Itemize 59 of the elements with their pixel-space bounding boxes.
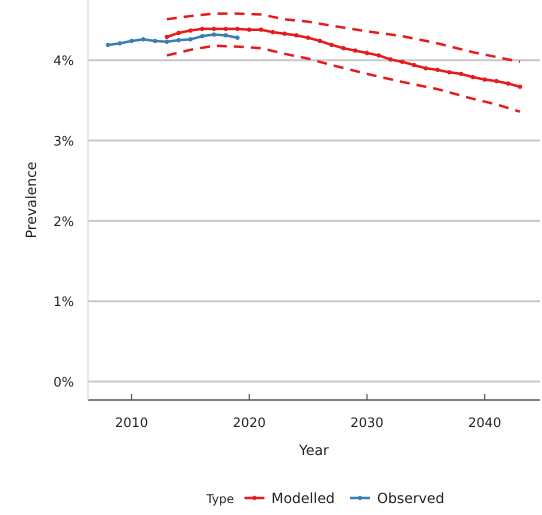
point: [176, 30, 181, 36]
x-axis-title: Year: [298, 443, 330, 459]
point: [258, 28, 264, 32]
point: [129, 38, 134, 44]
point: [200, 34, 204, 38]
legend-label: Observed: [377, 491, 444, 507]
point: [470, 74, 476, 80]
y-axis-title: Prevalence: [24, 162, 40, 238]
point: [282, 32, 287, 36]
point: [235, 26, 240, 32]
point: [435, 68, 440, 72]
point: [318, 38, 322, 44]
point: [388, 57, 393, 62]
point: [176, 38, 181, 42]
x-tick-label: 2030: [350, 416, 384, 431]
point: [341, 46, 346, 50]
y-tick-label: 4%: [53, 54, 74, 70]
point: [329, 42, 334, 48]
point: [270, 30, 275, 34]
point: [118, 41, 122, 46]
point: [400, 60, 404, 64]
point: [364, 50, 370, 56]
legend-title: Type: [205, 492, 234, 506]
point: [353, 48, 358, 53]
point: [106, 42, 110, 48]
point: [247, 28, 252, 32]
point: [224, 33, 228, 38]
point: [235, 36, 240, 40]
point: [212, 32, 216, 37]
y-tick-label: 2%: [53, 214, 74, 230]
point: [482, 77, 487, 82]
y-tick-label: 3%: [53, 134, 74, 150]
x-tick-label: 2040: [468, 416, 502, 431]
point: [224, 26, 228, 32]
line-series: [166, 44, 522, 113]
y-tick-label: 0%: [53, 376, 74, 391]
point: [188, 37, 193, 42]
point: [306, 36, 310, 40]
point: [188, 28, 193, 33]
point: [376, 53, 381, 58]
point: [458, 72, 464, 76]
point: [447, 70, 452, 74]
x-tick-label: 2010: [115, 416, 148, 431]
legend-label: Modelled: [271, 491, 335, 507]
point: [424, 66, 428, 70]
point: [294, 33, 299, 38]
point: [164, 34, 170, 40]
point: [494, 78, 499, 84]
point: [152, 38, 158, 44]
point: [412, 62, 416, 68]
point: [200, 26, 204, 32]
point: [164, 40, 170, 44]
point: [212, 26, 216, 32]
line-series: [166, 12, 522, 64]
point: [518, 84, 522, 89]
y-tick-label: 1%: [53, 295, 74, 310]
point: [141, 37, 146, 42]
x-tick-label: 2020: [232, 416, 266, 431]
point: [506, 81, 510, 86]
